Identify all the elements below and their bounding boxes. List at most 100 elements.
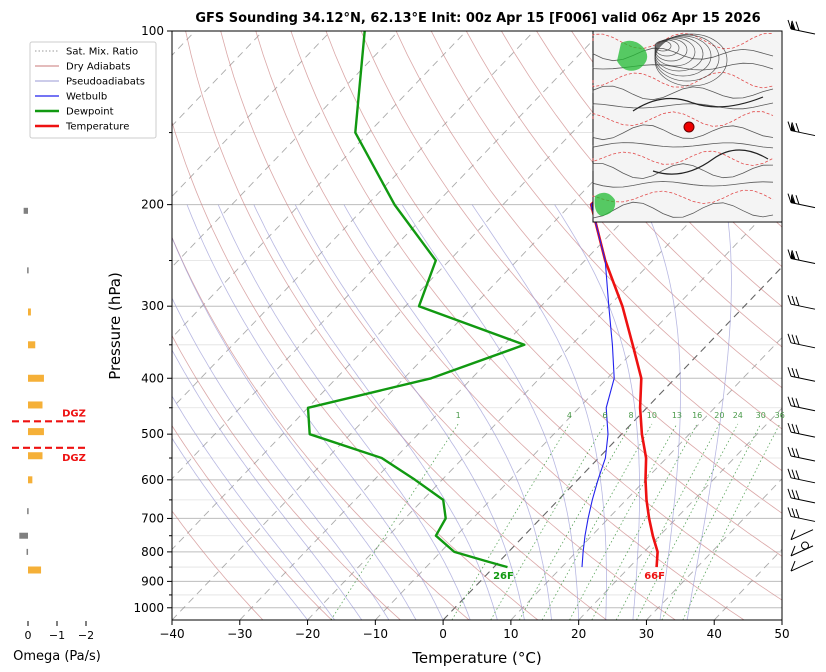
map-precip-area	[617, 40, 648, 71]
omega-tick-label: −1	[49, 629, 65, 642]
barb-feather	[791, 250, 796, 260]
map-contour	[592, 163, 774, 179]
dry-adiabat	[185, 31, 607, 620]
barb-feather	[791, 397, 796, 407]
moist-adiabat	[253, 204, 498, 620]
omega-xaxis: 0 −1 −2 Omega (Pa/s)	[13, 621, 101, 664]
barb-feather	[791, 20, 796, 30]
moist-adiabat	[401, 204, 580, 620]
x-tick-label: −40	[159, 627, 184, 641]
barb-feather	[787, 488, 792, 499]
wind-barb	[787, 446, 816, 462]
map-contour	[592, 62, 774, 71]
map-contour	[592, 181, 774, 188]
moist-adiabat	[186, 204, 444, 620]
map-low-contour	[654, 33, 728, 87]
mixing-ratio-line	[541, 423, 653, 620]
dry-adiabat	[255, 31, 745, 620]
barb-pennant	[791, 250, 795, 260]
calm-wind-circle	[801, 541, 809, 550]
barb-feather	[791, 334, 796, 344]
mixing-ratio-label: 4	[567, 411, 572, 420]
dry-adiabat	[360, 31, 782, 514]
series-line-wetbulb	[581, 31, 718, 568]
barb-staff	[790, 258, 816, 265]
omega-bars	[19, 207, 44, 574]
barb-feather	[787, 367, 792, 377]
barb-feather	[795, 398, 800, 408]
mixing-ratio-label: 6	[602, 411, 607, 420]
omega-bar	[28, 401, 43, 409]
wind-barb	[787, 468, 816, 484]
isotherm-line	[239, 54, 782, 620]
dry-adiabat	[430, 31, 782, 430]
y-tick-label: 800	[141, 545, 164, 559]
mixing-ratio-label: 1	[456, 411, 461, 420]
omega-bar	[19, 532, 28, 539]
barb-feather	[791, 367, 796, 378]
moist-adiabat	[172, 395, 336, 620]
barb-feather	[787, 446, 792, 457]
barb-feather	[791, 447, 796, 457]
barb-flag	[790, 545, 796, 557]
omega-bar	[27, 267, 29, 274]
legend-label: Sat. Mix. Ratio	[66, 47, 138, 58]
barb-staff	[790, 529, 814, 541]
omega-tick-label: −2	[78, 629, 94, 642]
wind-barb	[787, 367, 816, 382]
map-contour	[592, 102, 774, 110]
barb-feather	[795, 123, 800, 133]
surface-dewpoint-label: 26F	[493, 571, 514, 582]
moist-adiabat	[294, 204, 525, 620]
wind-barb	[790, 545, 814, 557]
isotherm-line	[307, 125, 782, 620]
map-contour	[592, 150, 774, 166]
map-precip-area	[594, 192, 616, 216]
barb-feather	[795, 250, 800, 261]
barb-feather	[791, 194, 796, 204]
dgz-label: DGZ	[62, 408, 86, 419]
moist-adiabat	[172, 437, 308, 620]
wind-barb	[787, 333, 816, 349]
wind-barb	[787, 295, 816, 310]
map-contour	[592, 32, 774, 50]
moist-adiabat	[172, 349, 363, 620]
isotherm-line	[172, 31, 603, 480]
dgz-label: DGZ	[62, 453, 86, 464]
barb-feather	[795, 296, 800, 306]
dgz-lines: DGZ DGZ	[12, 408, 86, 464]
barb-flag	[790, 529, 796, 540]
legend-label: Dewpoint	[66, 107, 114, 118]
wind-barb	[787, 488, 816, 504]
omega-bar	[28, 452, 43, 460]
y-tick-label: 200	[141, 198, 164, 212]
legend-label: Temperature	[65, 122, 129, 133]
mixing-ratio-line	[451, 423, 570, 620]
omega-bar	[28, 308, 31, 316]
legend-label: Pseudoadiabats	[66, 77, 145, 88]
y-tick-label: 300	[141, 299, 164, 313]
y-tick-label: 1000	[133, 601, 164, 615]
wind-barb	[787, 19, 816, 35]
barb-feather	[795, 508, 800, 519]
barb-feather	[795, 424, 800, 434]
wind-barb	[787, 422, 816, 438]
mixing-ratio-line	[330, 423, 459, 620]
barb-feather	[795, 448, 800, 458]
moist-adiabat	[343, 204, 552, 620]
series-line-dewpoint	[306, 31, 526, 569]
omega-bar	[28, 566, 42, 574]
mixing-ratio-label: 16	[692, 411, 702, 420]
moist-adiabat	[554, 204, 640, 620]
pressure-axis: 100 200 300 400 500 600 700 800 900 1000	[133, 24, 172, 615]
omega-panel: DGZ DGZ 0 −1 −2 Omega (Pa/s)	[12, 207, 101, 664]
barb-flag	[790, 560, 796, 572]
omega-bar	[28, 341, 36, 349]
omega-bar	[27, 508, 29, 515]
isotherm-line	[172, 31, 535, 409]
omega-bar	[28, 374, 44, 382]
map-contour	[592, 142, 774, 149]
barb-staff	[790, 560, 814, 572]
omega-bar	[23, 207, 28, 214]
isotherm-line	[510, 336, 782, 620]
